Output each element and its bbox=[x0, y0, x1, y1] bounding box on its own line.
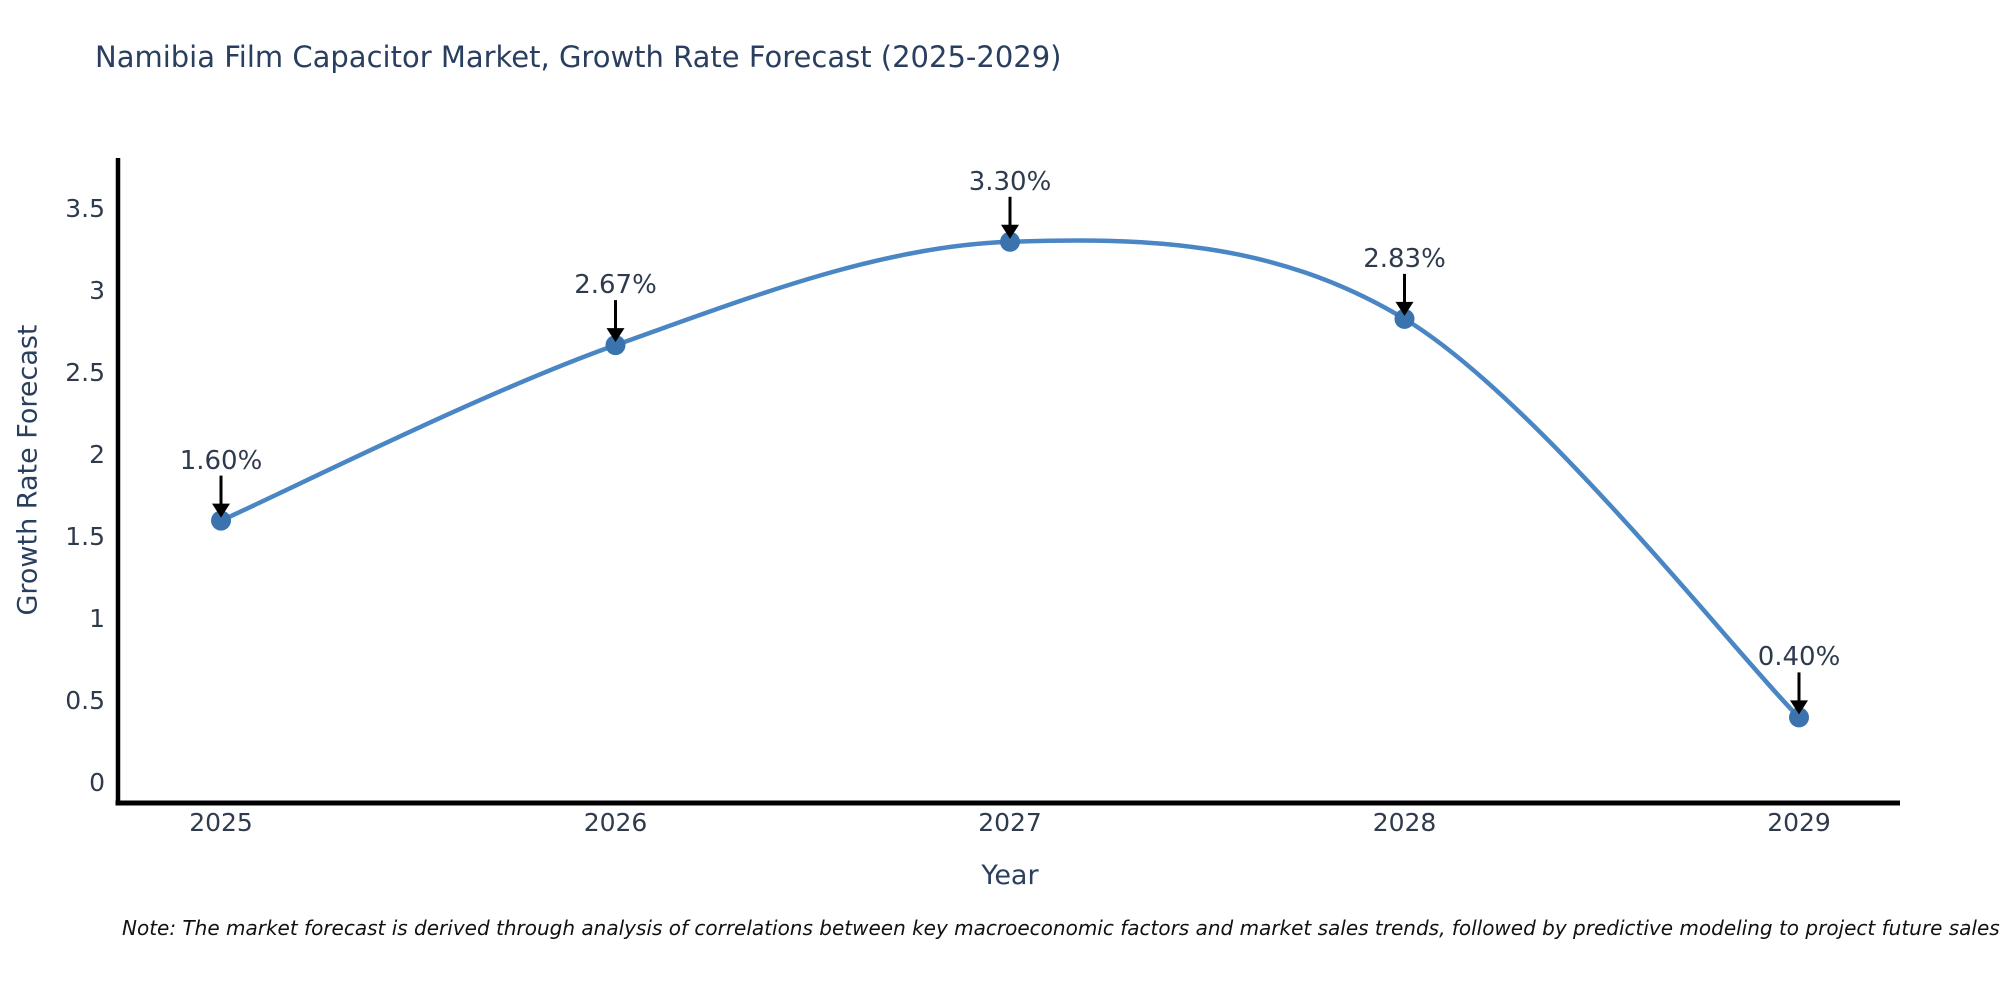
data-point-marker bbox=[1789, 707, 1809, 728]
annotation-arrowhead bbox=[1790, 700, 1808, 715]
y-tick-label: 0.5 bbox=[65, 686, 105, 715]
y-tick-label: 3.5 bbox=[65, 194, 105, 223]
y-tick-label: 2 bbox=[89, 440, 105, 469]
data-point-annotation: 2.67% bbox=[574, 270, 657, 301]
data-point-annotation: 0.40% bbox=[1757, 642, 1841, 673]
data-point-annotation: 2.83% bbox=[1363, 243, 1446, 274]
x-tick-label: 2025 bbox=[189, 808, 253, 837]
footnote: Note: The market forecast is derived thr… bbox=[122, 916, 2000, 940]
annotation-arrowhead bbox=[606, 328, 625, 343]
x-axis-title: Year bbox=[981, 860, 1039, 891]
x-tick-label: 2027 bbox=[978, 808, 1042, 837]
x-tick-label: 2028 bbox=[1372, 808, 1437, 837]
y-tick-label: 2.5 bbox=[65, 358, 105, 387]
annotation-arrowhead bbox=[212, 503, 230, 518]
data-point-marker bbox=[211, 510, 231, 531]
x-tick-label: 2029 bbox=[1767, 808, 1831, 837]
data-point-marker bbox=[605, 335, 626, 356]
y-tick-label: 1 bbox=[89, 604, 105, 633]
annotation-arrowhead bbox=[1395, 301, 1414, 316]
y-tick-label: 3 bbox=[89, 276, 105, 305]
y-tick-label: 1.5 bbox=[65, 522, 105, 551]
data-point-marker bbox=[1394, 308, 1415, 329]
chart-title: Namibia Film Capacitor Market, Growth Ra… bbox=[95, 40, 1062, 74]
trend-line bbox=[218, 238, 1802, 720]
data-point-annotation: 3.30% bbox=[968, 166, 1052, 197]
data-point-marker bbox=[1000, 231, 1020, 252]
y-tick-label: 0 bbox=[89, 768, 105, 797]
data-point-annotation: 1.60% bbox=[179, 445, 263, 476]
x-tick-label: 2026 bbox=[583, 808, 648, 837]
annotation-arrowhead bbox=[1001, 224, 1019, 239]
